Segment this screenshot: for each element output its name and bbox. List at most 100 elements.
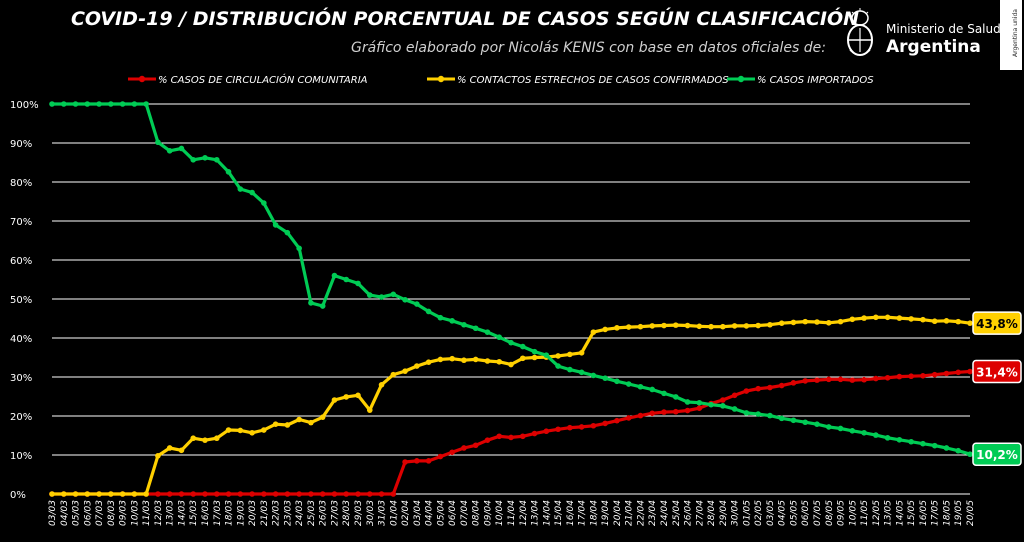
- x-tick-label: 01/05: [742, 500, 752, 526]
- x-tick-label: 13/03: [166, 500, 176, 526]
- data-point: [931, 371, 938, 378]
- x-tick-label: 17/05: [931, 500, 941, 526]
- data-point: [661, 390, 667, 397]
- data-point: [696, 323, 703, 330]
- data-point: [967, 320, 973, 326]
- data-point: [743, 323, 750, 329]
- data-point: [849, 377, 856, 383]
- data-point: [814, 421, 820, 427]
- data-point: [355, 392, 361, 399]
- data-point: [802, 378, 809, 384]
- data-point: [437, 314, 444, 321]
- x-tick-label: 15/04: [554, 500, 564, 526]
- x-tick-label: 22/03: [272, 500, 282, 526]
- data-point: [261, 491, 267, 497]
- data-point: [590, 372, 597, 379]
- x-tick-label: 07/04: [460, 500, 470, 526]
- data-point: [284, 422, 291, 428]
- x-tick-label: 11/05: [860, 500, 870, 526]
- x-tick-label: 06/03: [83, 500, 93, 526]
- data-point: [414, 301, 420, 307]
- data-point: [60, 101, 67, 107]
- data-point: [437, 356, 444, 363]
- x-tick-label: 23/04: [648, 500, 658, 526]
- data-point: [778, 415, 785, 422]
- data-point: [296, 245, 302, 252]
- data-point: [790, 380, 797, 386]
- x-tick-label: 14/03: [177, 500, 187, 526]
- legend-marker: [437, 75, 445, 83]
- legend-marker: [737, 75, 745, 83]
- series-layer: [49, 101, 973, 497]
- data-point: [96, 491, 102, 497]
- x-tick-label: 15/03: [189, 500, 199, 526]
- data-point: [743, 410, 750, 416]
- data-point: [390, 491, 397, 497]
- data-point: [649, 386, 656, 393]
- x-tick-label: 30/04: [731, 500, 741, 526]
- data-point: [931, 318, 938, 325]
- data-point: [778, 382, 785, 389]
- x-tick-label: 06/04: [448, 500, 458, 526]
- x-tick-label: 31/03: [378, 500, 388, 526]
- data-point: [861, 315, 867, 321]
- escudo-icon: [847, 8, 873, 56]
- x-tick-label: 03/04: [413, 500, 423, 526]
- x-tick-label: 13/05: [884, 500, 894, 526]
- data-point: [825, 376, 832, 383]
- data-point: [625, 381, 632, 387]
- data-point: [378, 294, 385, 300]
- data-point: [155, 452, 161, 459]
- end-label-box: [972, 442, 1022, 466]
- data-point: [272, 222, 279, 228]
- x-tick-label: 10/04: [495, 500, 505, 526]
- y-tick-label: 20%: [10, 412, 32, 423]
- data-point: [402, 296, 408, 303]
- data-point: [661, 409, 667, 415]
- data-point: [166, 445, 173, 451]
- data-point: [296, 491, 302, 497]
- x-tick-label: 14/04: [542, 500, 552, 526]
- data-point: [319, 414, 326, 420]
- data-point: [578, 369, 585, 376]
- x-tick-label: 12/03: [154, 500, 164, 526]
- data-point: [284, 491, 291, 497]
- x-tick-label: 05/05: [789, 500, 799, 526]
- data-point: [284, 229, 291, 236]
- side-tag: Argentina unida: [1000, 0, 1022, 70]
- data-point: [178, 447, 185, 454]
- data-point: [437, 453, 444, 460]
- data-point: [496, 358, 503, 365]
- x-tick-label: 28/03: [342, 500, 352, 526]
- chart-title: COVID-19 / DISTRIBUCIÓN PORCENTUAL DE CA…: [70, 8, 860, 30]
- data-point: [884, 374, 891, 381]
- x-tick-label: 23/03: [283, 500, 293, 526]
- end-label-box: [972, 311, 1022, 335]
- x-tick-label: 14/05: [895, 500, 905, 526]
- data-point: [319, 491, 326, 497]
- data-point: [390, 291, 397, 298]
- data-point: [790, 417, 797, 424]
- data-point: [155, 491, 161, 497]
- data-point: [60, 491, 67, 497]
- data-point: [484, 437, 491, 443]
- x-tick-label: 03/05: [766, 500, 776, 526]
- data-point: [896, 436, 903, 443]
- ministerio-logo: Ministerio de Salud Argentina: [842, 8, 1001, 64]
- data-point: [567, 424, 573, 431]
- x-tick-label: 20/05: [966, 500, 976, 526]
- y-tick-label: 30%: [10, 373, 32, 384]
- data-point: [684, 399, 691, 405]
- legend: % CASOS DE CIRCULACIÓN COMUNITARIA % CONT…: [128, 73, 874, 86]
- data-point: [649, 323, 656, 329]
- data-point: [731, 406, 738, 412]
- data-point: [590, 422, 597, 429]
- data-point: [319, 303, 326, 309]
- data-point: [331, 272, 338, 279]
- country-name: Argentina: [886, 37, 981, 57]
- data-point: [449, 355, 455, 362]
- data-point: [743, 388, 750, 394]
- x-tick-label: 08/03: [107, 500, 117, 526]
- data-point: [684, 407, 691, 414]
- data-point: [531, 348, 538, 355]
